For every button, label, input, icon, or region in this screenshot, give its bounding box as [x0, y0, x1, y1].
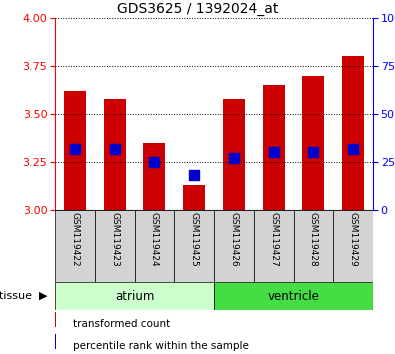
Bar — [254, 210, 293, 282]
Bar — [263, 85, 284, 210]
Bar — [214, 282, 373, 310]
Bar — [333, 210, 373, 282]
Point — [350, 146, 356, 152]
Point — [271, 150, 277, 155]
Text: GDS3625 / 1392024_at: GDS3625 / 1392024_at — [117, 2, 278, 16]
Text: GSM119426: GSM119426 — [229, 212, 238, 267]
Point — [72, 146, 78, 152]
Text: transformed count: transformed count — [73, 319, 170, 329]
Text: atrium: atrium — [115, 290, 154, 303]
Bar — [55, 210, 95, 282]
Bar — [183, 185, 205, 210]
Bar — [143, 143, 165, 210]
Text: percentile rank within the sample: percentile rank within the sample — [73, 341, 248, 351]
Bar — [135, 210, 174, 282]
Point — [310, 150, 316, 155]
Point — [231, 155, 237, 161]
Bar — [342, 56, 364, 210]
Bar — [55, 282, 214, 310]
Text: GSM119422: GSM119422 — [70, 212, 79, 267]
Text: GSM119427: GSM119427 — [269, 212, 278, 267]
Text: GSM119424: GSM119424 — [150, 212, 159, 267]
Text: GSM119429: GSM119429 — [349, 212, 357, 267]
Text: tissue  ▶: tissue ▶ — [0, 291, 47, 301]
Bar — [104, 99, 126, 210]
Bar — [214, 210, 254, 282]
Bar — [55, 312, 56, 327]
Bar — [223, 99, 245, 210]
Bar — [303, 76, 324, 210]
Text: GSM119425: GSM119425 — [190, 212, 199, 267]
Bar — [55, 334, 56, 349]
Bar — [293, 210, 333, 282]
Point — [111, 146, 118, 152]
Point — [191, 173, 197, 178]
Bar — [95, 210, 135, 282]
Text: GSM119428: GSM119428 — [309, 212, 318, 267]
Point — [151, 159, 158, 165]
Text: ventricle: ventricle — [267, 290, 320, 303]
Bar — [174, 210, 214, 282]
Bar — [64, 91, 86, 210]
Text: GSM119423: GSM119423 — [110, 212, 119, 267]
